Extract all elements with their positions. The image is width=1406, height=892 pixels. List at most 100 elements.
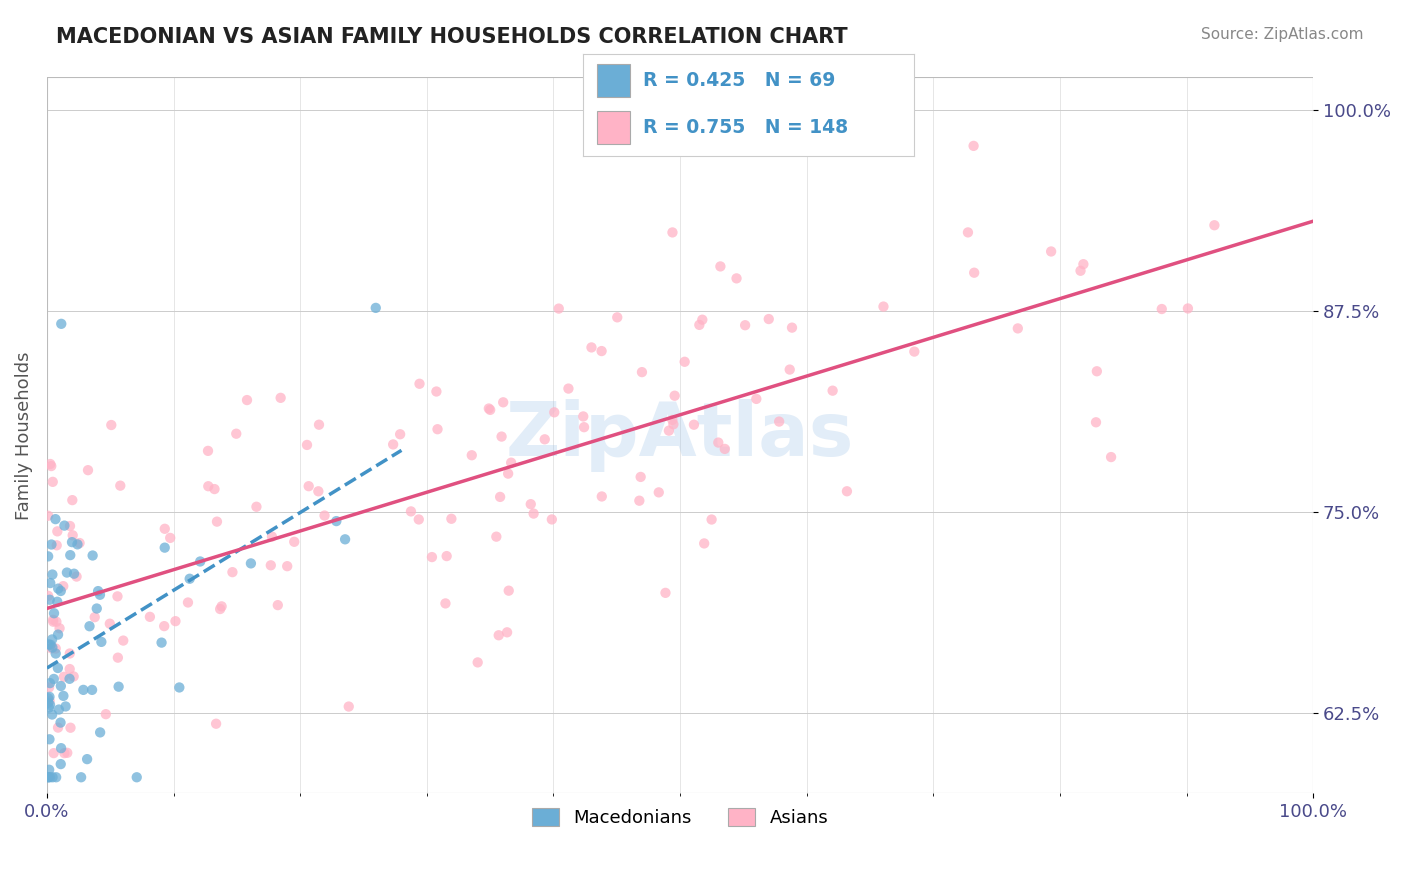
- Point: [46, 582, 69, 596]
- Point: [63, 566, 86, 581]
- Point: [276, 559, 298, 574]
- Point: [1040, 244, 1063, 259]
- Point: [1073, 257, 1095, 271]
- Point: [86, 601, 108, 615]
- Point: [42, 475, 65, 489]
- Point: [236, 393, 259, 408]
- Point: [59, 548, 82, 562]
- Point: [533, 433, 555, 447]
- Point: [37, 637, 59, 651]
- Point: [1177, 301, 1199, 316]
- Point: [62, 528, 84, 542]
- Point: [38, 732, 60, 747]
- Point: [491, 429, 513, 443]
- FancyBboxPatch shape: [596, 64, 630, 96]
- Point: [872, 300, 894, 314]
- Point: [1085, 364, 1108, 378]
- Point: [37, 770, 59, 784]
- FancyBboxPatch shape: [596, 111, 630, 144]
- Point: [523, 507, 546, 521]
- Text: R = 0.755   N = 148: R = 0.755 N = 148: [643, 118, 848, 136]
- Point: [94, 707, 117, 722]
- Point: [179, 572, 201, 586]
- Point: [408, 512, 430, 526]
- Point: [197, 443, 219, 458]
- Point: [408, 376, 430, 391]
- Point: [267, 598, 290, 612]
- Point: [37, 508, 59, 523]
- Point: [540, 512, 562, 526]
- Point: [661, 413, 683, 427]
- Point: [188, 554, 211, 568]
- Point: [39, 457, 62, 471]
- Point: [572, 420, 595, 434]
- Point: [260, 530, 283, 544]
- Point: [745, 392, 768, 406]
- Point: [1204, 219, 1226, 233]
- Point: [662, 417, 685, 432]
- Point: [821, 384, 844, 398]
- Point: [37, 691, 59, 706]
- Point: [45, 647, 67, 661]
- Point: [713, 442, 735, 456]
- Point: [51, 317, 73, 331]
- Point: [87, 584, 110, 599]
- Point: [60, 493, 83, 508]
- Point: [48, 621, 70, 635]
- Point: [37, 770, 59, 784]
- Point: [41, 640, 63, 655]
- Point: [79, 619, 101, 633]
- Point: [112, 633, 135, 648]
- Point: [630, 470, 652, 484]
- Point: [46, 524, 69, 539]
- Text: Source: ZipAtlas.com: Source: ZipAtlas.com: [1201, 27, 1364, 42]
- Point: [628, 493, 651, 508]
- Point: [591, 344, 613, 359]
- Point: [295, 438, 318, 452]
- Point: [485, 530, 508, 544]
- Point: [46, 721, 69, 735]
- Point: [467, 656, 489, 670]
- Point: [489, 490, 512, 504]
- Point: [38, 592, 60, 607]
- Text: R = 0.425   N = 69: R = 0.425 N = 69: [643, 70, 835, 90]
- Point: [488, 628, 510, 642]
- Point: [492, 395, 515, 409]
- Point: [82, 549, 104, 563]
- Point: [389, 427, 412, 442]
- Point: [39, 459, 62, 474]
- Point: [37, 589, 59, 603]
- Point: [426, 422, 449, 436]
- Point: [110, 478, 132, 492]
- Point: [654, 586, 676, 600]
- Point: [80, 682, 103, 697]
- Point: [46, 627, 69, 641]
- Point: [59, 662, 82, 676]
- Point: [45, 641, 67, 656]
- Point: [153, 541, 176, 555]
- Point: [41, 567, 63, 582]
- Point: [498, 583, 520, 598]
- Point: [42, 746, 65, 760]
- Point: [835, 484, 858, 499]
- Legend: Macedonians, Asians: Macedonians, Asians: [524, 801, 835, 834]
- Point: [420, 550, 443, 565]
- Point: [692, 312, 714, 326]
- Point: [69, 536, 91, 550]
- Point: [333, 533, 356, 547]
- Point: [225, 426, 247, 441]
- Point: [956, 226, 979, 240]
- Point: [46, 661, 69, 675]
- Point: [49, 679, 72, 693]
- Point: [41, 770, 63, 784]
- Point: [60, 535, 83, 549]
- Point: [55, 699, 77, 714]
- Point: [364, 301, 387, 315]
- Point: [90, 635, 112, 649]
- Text: ZipAtlas: ZipAtlas: [506, 399, 855, 472]
- Point: [581, 340, 603, 354]
- Point: [591, 490, 613, 504]
- Point: [76, 752, 98, 766]
- Point: [648, 485, 671, 500]
- Point: [325, 514, 347, 528]
